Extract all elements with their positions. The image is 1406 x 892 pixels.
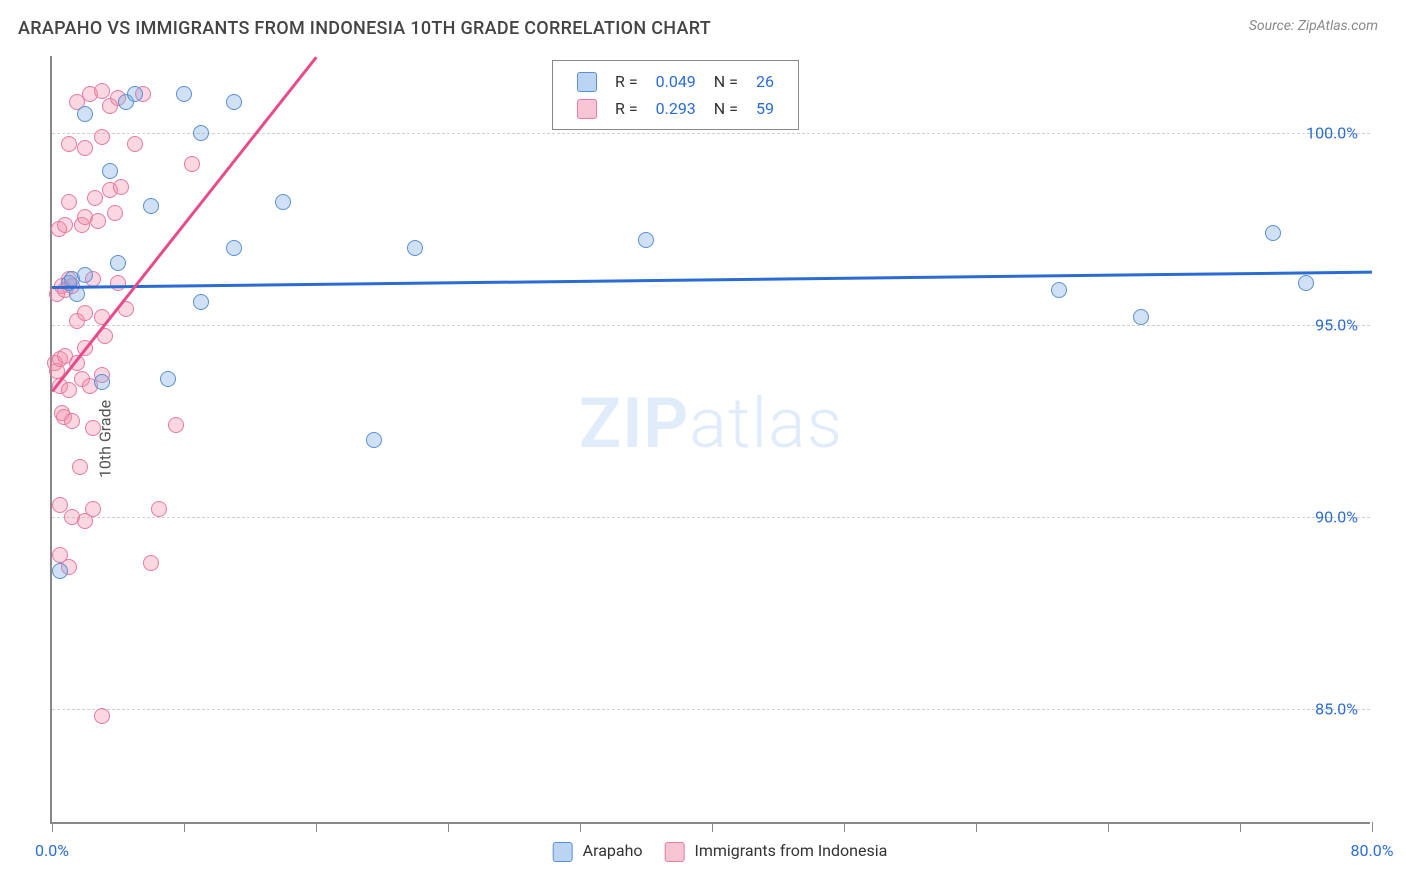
arapaho-point (275, 194, 291, 210)
x-tick (52, 822, 53, 832)
r-value: 0.293 (648, 96, 704, 121)
gridline (52, 517, 1370, 518)
x-tick (712, 822, 713, 832)
x-tick (580, 822, 581, 832)
indonesia-point (61, 382, 77, 398)
x-tick (316, 822, 317, 832)
arapaho-point (69, 286, 85, 302)
x-tick (184, 822, 185, 832)
arapaho-point (193, 125, 209, 141)
plot-area: 10th Grade ZIPatlas R =0.049N =26R =0.29… (50, 56, 1370, 824)
arapaho-point (226, 240, 242, 256)
arapaho-point (193, 294, 209, 310)
arapaho-point (102, 163, 118, 179)
indonesia-point (94, 83, 110, 99)
r-label: R = (607, 69, 646, 94)
arapaho-point (366, 432, 382, 448)
indonesia-point (107, 205, 123, 221)
arapaho-point (638, 232, 654, 248)
arapaho-point (176, 86, 192, 102)
x-tick (448, 822, 449, 832)
x-tick-label: 0.0% (35, 841, 69, 860)
x-tick (1372, 822, 1373, 832)
indonesia-point (113, 179, 129, 195)
x-tick (1108, 822, 1109, 832)
arapaho-trendline (52, 271, 1372, 289)
source-credit: Source: ZipAtlas.com (1249, 18, 1378, 34)
indonesia-point (127, 136, 143, 152)
gridline (52, 133, 1370, 134)
indonesia-point (64, 413, 80, 429)
x-tick (976, 822, 977, 832)
arapaho-point (160, 371, 176, 387)
arapaho-point (110, 255, 126, 271)
arapaho-point (77, 106, 93, 122)
indonesia-point (143, 555, 159, 571)
y-axis-label: 10th Grade (96, 400, 115, 478)
indonesia-point (94, 708, 110, 724)
indonesia-point (184, 156, 200, 172)
arapaho-point (94, 374, 110, 390)
arapaho-point (52, 563, 68, 579)
y-tick-label: 90.0% (1315, 507, 1358, 526)
series-legend: Arapaho Immigrants from Indonesia (535, 841, 888, 862)
arapaho-label: Arapaho (583, 841, 643, 860)
indonesia-point (57, 217, 73, 233)
x-tick-label: 80.0% (1351, 841, 1394, 860)
indonesia-point (85, 420, 101, 436)
arapaho-point (1133, 309, 1149, 325)
r-label: R = (607, 96, 646, 121)
x-tick (844, 822, 845, 832)
stats-legend-row: R =0.293N =59 (569, 96, 782, 121)
arapaho-point (77, 267, 93, 283)
arapaho-point (407, 240, 423, 256)
arapaho-point (127, 86, 143, 102)
y-tick-label: 85.0% (1315, 699, 1358, 718)
n-value: 26 (748, 69, 782, 94)
indonesia-point (110, 275, 126, 291)
indonesia-point (168, 417, 184, 433)
gridline (52, 325, 1370, 326)
legend-swatch (577, 72, 597, 92)
indonesia-point (85, 501, 101, 517)
arapaho-point (1051, 282, 1067, 298)
indonesia-point (72, 459, 88, 475)
r-value: 0.049 (648, 69, 704, 94)
n-label: N = (706, 69, 746, 94)
indonesia-label: Immigrants from Indonesia (694, 841, 887, 860)
stats-legend-row: R =0.049N =26 (569, 69, 782, 94)
indonesia-point (77, 140, 93, 156)
y-tick-label: 100.0% (1306, 123, 1358, 142)
n-label: N = (706, 96, 746, 121)
indonesia-point (61, 194, 77, 210)
watermark: ZIPatlas (579, 383, 843, 465)
arapaho-swatch (553, 842, 573, 862)
indonesia-point (151, 501, 167, 517)
indonesia-point (77, 305, 93, 321)
indonesia-point (61, 136, 77, 152)
n-value: 59 (748, 96, 782, 121)
legend-swatch (577, 99, 597, 119)
indonesia-swatch (664, 842, 684, 862)
gridline (52, 709, 1370, 710)
arapaho-point (1265, 225, 1281, 241)
x-tick (1240, 822, 1241, 832)
arapaho-point (1298, 275, 1314, 291)
stats-legend: R =0.049N =26R =0.293N =59 (552, 60, 799, 130)
arapaho-point (226, 94, 242, 110)
arapaho-point (143, 198, 159, 214)
indonesia-point (87, 190, 103, 206)
y-tick-label: 95.0% (1315, 315, 1358, 334)
chart-title: ARAPAHO VS IMMIGRANTS FROM INDONESIA 10T… (18, 18, 711, 39)
indonesia-point (90, 213, 106, 229)
indonesia-point (94, 129, 110, 145)
